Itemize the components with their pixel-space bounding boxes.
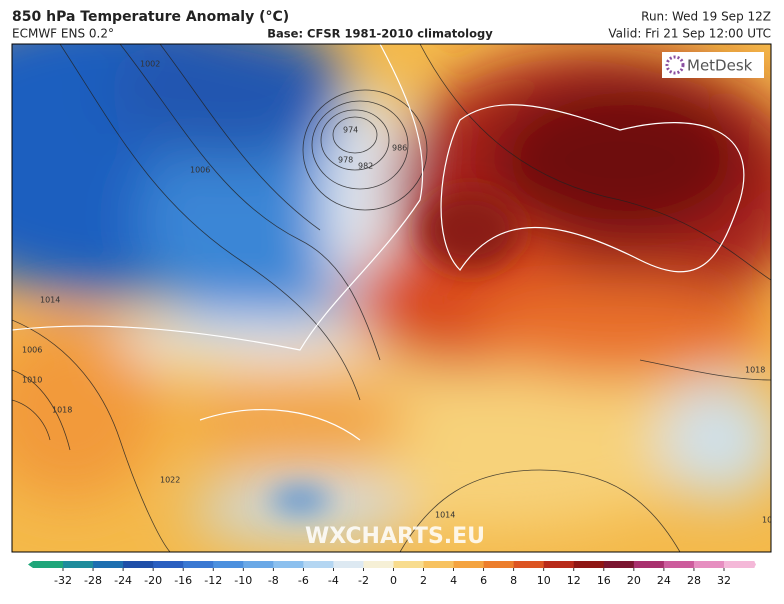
colorbar-segment (303, 561, 334, 568)
colorbar-tick-label: -20 (144, 574, 162, 587)
colorbar-end (754, 561, 756, 568)
colorbar-tick-label: 6 (480, 574, 487, 587)
colorbar-tick-label: -24 (114, 574, 132, 587)
isobar-label: 1014 (40, 296, 60, 305)
anomaly-contours (12, 44, 745, 441)
colorbar-tick-label: 2 (420, 574, 427, 587)
colorbar-segment (93, 561, 124, 568)
colorbar-segment (153, 561, 184, 568)
watermark: WXCHARTS.EU (305, 524, 485, 549)
colorbar-segment (573, 561, 605, 568)
colorbar-end (28, 561, 33, 568)
isobar-label: 1022 (160, 476, 180, 485)
colorbar-segment (273, 561, 304, 568)
valid-label: Valid: Fri 21 Sep 12:00 UTC (608, 27, 771, 41)
isobar-label: 974 (343, 126, 358, 135)
colorbar-segment (724, 561, 755, 568)
isobar-label: 986 (392, 144, 407, 153)
isobar-label: 1018 (745, 366, 765, 375)
colorbar-segment (183, 561, 214, 568)
colorbar-segment (453, 561, 485, 568)
colorbar-segment (663, 561, 695, 568)
colorbar-tick-label: -4 (328, 574, 339, 587)
base-label: Base: CFSR 1981-2010 climatology (267, 27, 493, 41)
colorbar-tick-label: -2 (358, 574, 369, 587)
map-frame (11, 43, 772, 553)
colorbar: -32 -28 -24 -20 -16 -12 -10 -8 -6 -4 -2 0 2 4 6 8 10 12 16… (28, 561, 756, 587)
map-field: 1002 1006 974 978 982 986 1014 1006 1010 1018 1022… (12, 44, 782, 552)
colorbar-segment (213, 561, 244, 568)
colorbar-tick-label: 32 (717, 574, 731, 587)
colorbar-tick-label: 12 (567, 574, 581, 587)
logo-text: MetDesk (687, 57, 753, 75)
colorbar-segment (363, 561, 394, 568)
isobar-label: 1006 (762, 516, 782, 525)
colorbar-segment (423, 561, 455, 568)
colorbar-segment (543, 561, 575, 568)
colorbar-segment (693, 561, 725, 568)
colorbar-tick-label: -8 (268, 574, 279, 587)
colorbar-segment (333, 561, 364, 568)
colorbar-tick-label: 8 (510, 574, 517, 587)
colorbar-tick-label: 24 (657, 574, 671, 587)
isobar-label: 1002 (140, 60, 160, 69)
colorbar-segment (513, 561, 545, 568)
isobar-label: 1006 (190, 166, 210, 175)
colorbar-segment (633, 561, 665, 568)
isobar-label: 1014 (435, 511, 455, 520)
colorbar-tick-label: -32 (54, 574, 72, 587)
colorbar-tick-label: -6 (298, 574, 309, 587)
colorbar-segment (32, 561, 64, 568)
isobar-label: 1006 (22, 346, 42, 355)
colorbar-tick-label: 0 (390, 574, 397, 587)
isobar-label: 982 (358, 162, 373, 171)
isobar-label: 978 (338, 156, 353, 165)
isobar-label: 1018 (52, 406, 72, 415)
isobars (12, 44, 771, 552)
colorbar-segment (603, 561, 635, 568)
colorbar-segment (393, 561, 425, 568)
colorbar-tick-label: -10 (234, 574, 252, 587)
isobar-labels: 1002 1006 974 978 982 986 1014 1006 1010 1018 1022… (22, 60, 782, 525)
colorbar-tick-label: -16 (174, 574, 192, 587)
logo-box (662, 52, 764, 78)
colorbar-segment (483, 561, 515, 568)
run-label: Run: Wed 19 Sep 12Z (641, 10, 771, 24)
colorbar-segment (123, 561, 154, 568)
colorbar-tick-label: -12 (204, 574, 222, 587)
colorbar-tick-label: -28 (84, 574, 102, 587)
model-label: ECMWF ENS 0.2° (12, 27, 114, 41)
colorbar-tick-label: 20 (627, 574, 641, 587)
logo-icon (665, 55, 685, 75)
colorbar-tick-label: 10 (537, 574, 551, 587)
colorbar-tick-label: 28 (687, 574, 701, 587)
colorbar-segment (63, 561, 94, 568)
map-title: 850 hPa Temperature Anomaly (°C) (12, 9, 289, 25)
colorbar-tick-label: 16 (597, 574, 611, 587)
colorbar-segment (243, 561, 274, 568)
colorbar-tick-label: 4 (450, 574, 457, 587)
isobar-label: 1010 (22, 376, 42, 385)
